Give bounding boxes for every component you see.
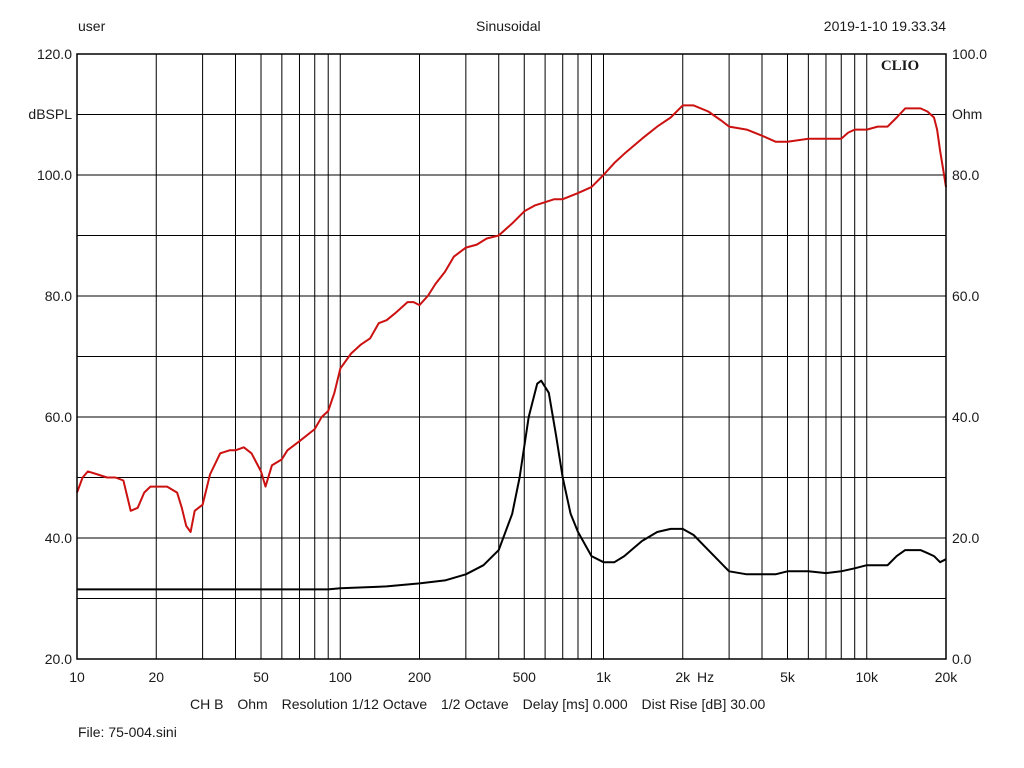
- x-tick-label: 10k: [855, 669, 879, 685]
- left-tick-label: 40.0: [45, 530, 72, 546]
- right-tick-label: 20.0: [952, 530, 979, 546]
- x-axis-ticks: 10 20 50 100 200 500 1k 2k 5k 10k 20k: [69, 669, 958, 685]
- plot-frame: [76, 53, 947, 660]
- right-axis-ticks: 0.0 20.0 40.0 60.0 80.0 100.0: [952, 46, 987, 667]
- x-tick-label: 20k: [935, 669, 959, 685]
- right-axis-label: Ohm: [952, 106, 982, 122]
- measurement-mode-label: Sinusoidal: [476, 18, 541, 34]
- right-tick-label: 80.0: [952, 167, 979, 183]
- x-tick-label: 1k: [596, 669, 612, 685]
- timestamp-label: 2019-1-10 19.33.34: [823, 18, 946, 34]
- delay-label: Delay [ms] 0.000: [522, 696, 628, 712]
- left-tick-label: 100.0: [37, 167, 72, 183]
- left-tick-label: 20.0: [45, 651, 72, 667]
- left-tick-label: 80.0: [45, 288, 72, 304]
- resolution-label: Resolution 1/12 Octave: [281, 696, 428, 712]
- right-tick-label: 0.0: [952, 651, 972, 667]
- left-tick-label: 120.0: [37, 46, 72, 62]
- units-label: Ohm: [237, 696, 268, 712]
- dist-rise-label: Dist Rise [dB] 30.00: [641, 696, 766, 712]
- x-axis-unit-label: Hz: [697, 669, 714, 685]
- x-tick-label: 2k: [675, 669, 691, 685]
- brand-box: [877, 56, 923, 74]
- clio-brand-logo: CLIO: [881, 58, 919, 74]
- measurement-info-line: CH B Ohm Resolution 1/12 Octave 1/2 Octa…: [190, 696, 775, 712]
- chart-grid: [77, 54, 946, 659]
- impedance-curve: [77, 379, 947, 591]
- x-tick-label: 10: [69, 669, 85, 685]
- x-tick-label: 5k: [780, 669, 796, 685]
- x-tick-label: 20: [148, 669, 164, 685]
- smoothing-label: 1/2 Octave: [441, 696, 509, 712]
- right-tick-label: 100.0: [952, 46, 987, 62]
- x-tick-label: 500: [513, 669, 537, 685]
- channel-label: CH B: [190, 696, 224, 712]
- file-name-label: File: 75-004.sini: [78, 724, 177, 740]
- x-tick-label: 200: [408, 669, 432, 685]
- right-tick-label: 40.0: [952, 409, 979, 425]
- x-tick-label: 50: [253, 669, 269, 685]
- left-tick-label: 60.0: [45, 409, 72, 425]
- left-axis-ticks: 20.0 40.0 60.0 80.0 100.0 120.0: [37, 46, 72, 667]
- right-tick-label: 60.0: [952, 288, 979, 304]
- chart-series: [76, 104, 947, 591]
- x-tick-label: 100: [329, 669, 353, 685]
- user-label: user: [78, 18, 106, 34]
- left-axis-label: dBSPL: [28, 106, 72, 122]
- spl-response-curve: [76, 104, 947, 533]
